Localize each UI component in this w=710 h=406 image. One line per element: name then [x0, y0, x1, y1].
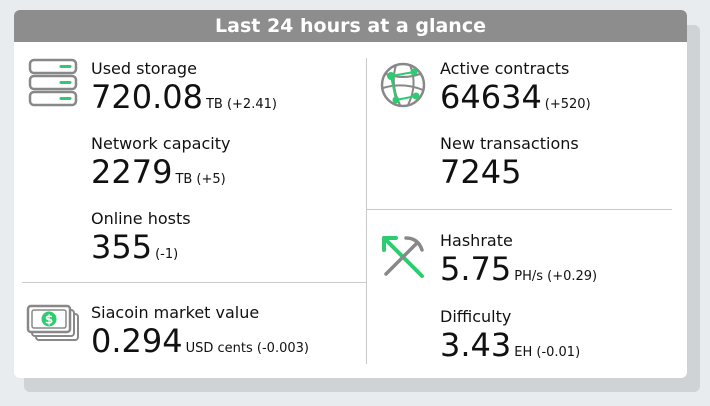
new-transactions-label: New transactions [440, 134, 579, 153]
hashrate-stat: Hashrate 5.75 PH/s (+0.29) [440, 231, 597, 295]
hashrate-unit: PH/s (+0.29) [514, 269, 598, 284]
network-capacity-stat: Network capacity 2279 TB (+5) [91, 134, 230, 198]
market-value-value: 0.294 [91, 322, 183, 360]
hashrate-value: 5.75 [440, 250, 512, 288]
market-value-label: Siacoin market value [91, 303, 260, 322]
market-value-unit: USD cents (-0.003) [185, 341, 309, 356]
network-capacity-unit: TB (+5) [175, 172, 226, 187]
header-title: Last 24 hours at a glance [215, 15, 486, 37]
used-storage-value: 720.08 [91, 78, 203, 116]
difficulty-unit: EH (-0.01) [514, 345, 581, 360]
network-capacity-value: 2279 [91, 153, 173, 191]
online-hosts-value: 355 [91, 228, 153, 266]
column-divider [366, 58, 367, 364]
network-capacity-label: Network capacity [91, 134, 231, 153]
pickaxe-icon [382, 236, 424, 278]
online-hosts-unit: (-1) [155, 247, 179, 262]
active-contracts-value: 64634 [440, 78, 542, 116]
active-contracts-label: Active contracts [440, 59, 570, 78]
difficulty-label: Difficulty [440, 307, 512, 326]
network-globe-icon [380, 62, 426, 108]
new-transactions-stat: New transactions 7245 [440, 134, 579, 198]
right-section-divider [367, 209, 672, 210]
difficulty-stat: Difficulty 3.43 EH (-0.01) [440, 307, 580, 371]
svg-text:$: $ [45, 313, 53, 327]
online-hosts-stat: Online hosts 355 (-1) [91, 209, 191, 273]
card-header: Last 24 hours at a glance [14, 10, 687, 42]
used-storage-unit: TB (+2.41) [205, 97, 277, 112]
active-contracts-stat: Active contracts 64634 (+520) [440, 59, 591, 123]
used-storage-stat: Used storage 720.08 TB (+2.41) [91, 59, 277, 123]
used-storage-label: Used storage [91, 59, 197, 78]
hashrate-label: Hashrate [440, 231, 513, 250]
left-section-divider [22, 282, 366, 283]
new-transactions-value: 7245 [440, 153, 522, 191]
active-contracts-unit: (+520) [544, 97, 591, 112]
money-icon: $ [26, 304, 79, 341]
market-value-stat: Siacoin market value 0.294 USD cents (-0.… [91, 303, 309, 367]
online-hosts-label: Online hosts [91, 209, 191, 228]
difficulty-value: 3.43 [440, 326, 512, 364]
storage-icon [28, 58, 78, 107]
glance-card: Last 24 hours at a glance Used storage 7… [14, 10, 687, 378]
